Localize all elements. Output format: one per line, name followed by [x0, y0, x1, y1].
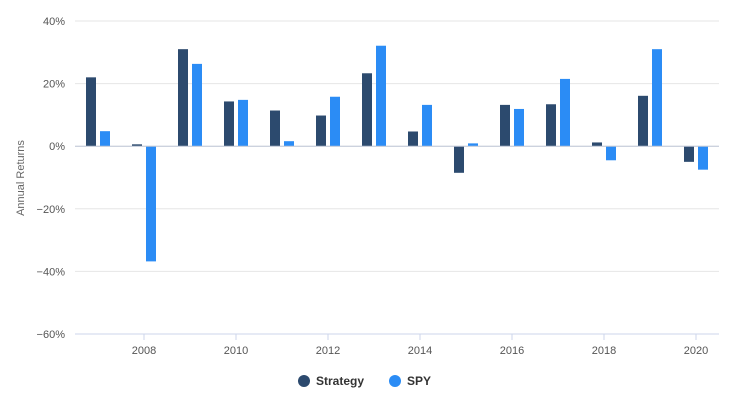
x-axis-tick-labels: 2008 2010 2012 2014 2016 2018 2020	[132, 334, 708, 357]
y-tick-label: −40%	[37, 266, 66, 278]
x-tick-label: 2020	[684, 345, 708, 357]
strategy-bar-2017[interactable]	[546, 104, 556, 147]
spy-bar-2015[interactable]	[468, 143, 478, 147]
y-axis-title: Annual Returns	[15, 140, 27, 216]
spy-bar-2007[interactable]	[100, 131, 110, 147]
strategy-bar-2011[interactable]	[270, 110, 280, 147]
legend-marker	[389, 375, 401, 387]
y-tick-label: −60%	[37, 329, 66, 341]
chart-legend: Strategy SPY	[298, 374, 431, 388]
spy-bar-2009[interactable]	[192, 63, 202, 147]
y-gridlines	[75, 20, 719, 335]
legend-item-strategy[interactable]: Strategy	[298, 374, 364, 388]
legend-label: Strategy	[316, 374, 364, 388]
strategy-bar-2007[interactable]	[86, 77, 96, 147]
chart-bars	[86, 45, 708, 262]
x-tick-label: 2016	[500, 345, 524, 357]
legend-marker	[298, 375, 310, 387]
strategy-bar-2013[interactable]	[362, 73, 372, 147]
strategy-bar-2014[interactable]	[408, 131, 418, 147]
strategy-bar-2016[interactable]	[500, 104, 510, 147]
spy-bar-2014[interactable]	[422, 104, 432, 147]
spy-bar-2019[interactable]	[652, 49, 662, 147]
spy-bar-2011[interactable]	[284, 141, 294, 147]
x-tick-label: 2012	[316, 345, 340, 357]
x-axis	[75, 145, 719, 335]
y-tick-label: 20%	[43, 79, 65, 91]
spy-bar-2017[interactable]	[560, 78, 570, 147]
legend-label: SPY	[407, 374, 431, 388]
strategy-bar-2012[interactable]	[316, 115, 326, 147]
x-tick-label: 2018	[592, 345, 616, 357]
strategy-bar-2018[interactable]	[592, 142, 602, 147]
spy-bar-2010[interactable]	[238, 99, 248, 147]
y-tick-label: 0%	[49, 141, 65, 153]
x-tick-label: 2008	[132, 345, 156, 357]
spy-bar-2008[interactable]	[146, 146, 156, 262]
x-tick-label: 2014	[408, 345, 432, 357]
y-axis-tick-labels: 40% 20% 0% −20% −40% −60%	[37, 16, 66, 341]
legend-item-spy[interactable]: SPY	[389, 374, 431, 388]
x-tick-label: 2010	[224, 345, 248, 357]
spy-bar-2020[interactable]	[698, 146, 708, 170]
spy-bar-2018[interactable]	[606, 146, 616, 161]
y-tick-label: −20%	[37, 204, 66, 216]
strategy-bar-2009[interactable]	[178, 49, 188, 147]
strategy-bar-2010[interactable]	[224, 101, 234, 147]
spy-bar-2016[interactable]	[514, 108, 524, 147]
strategy-bar-2020[interactable]	[684, 146, 694, 162]
strategy-bar-2015[interactable]	[454, 146, 464, 173]
spy-bar-2013[interactable]	[376, 45, 386, 147]
strategy-bar-2019[interactable]	[638, 95, 648, 147]
strategy-bar-2008[interactable]	[132, 144, 142, 147]
spy-bar-2012[interactable]	[330, 96, 340, 147]
y-tick-label: 40%	[43, 16, 65, 28]
